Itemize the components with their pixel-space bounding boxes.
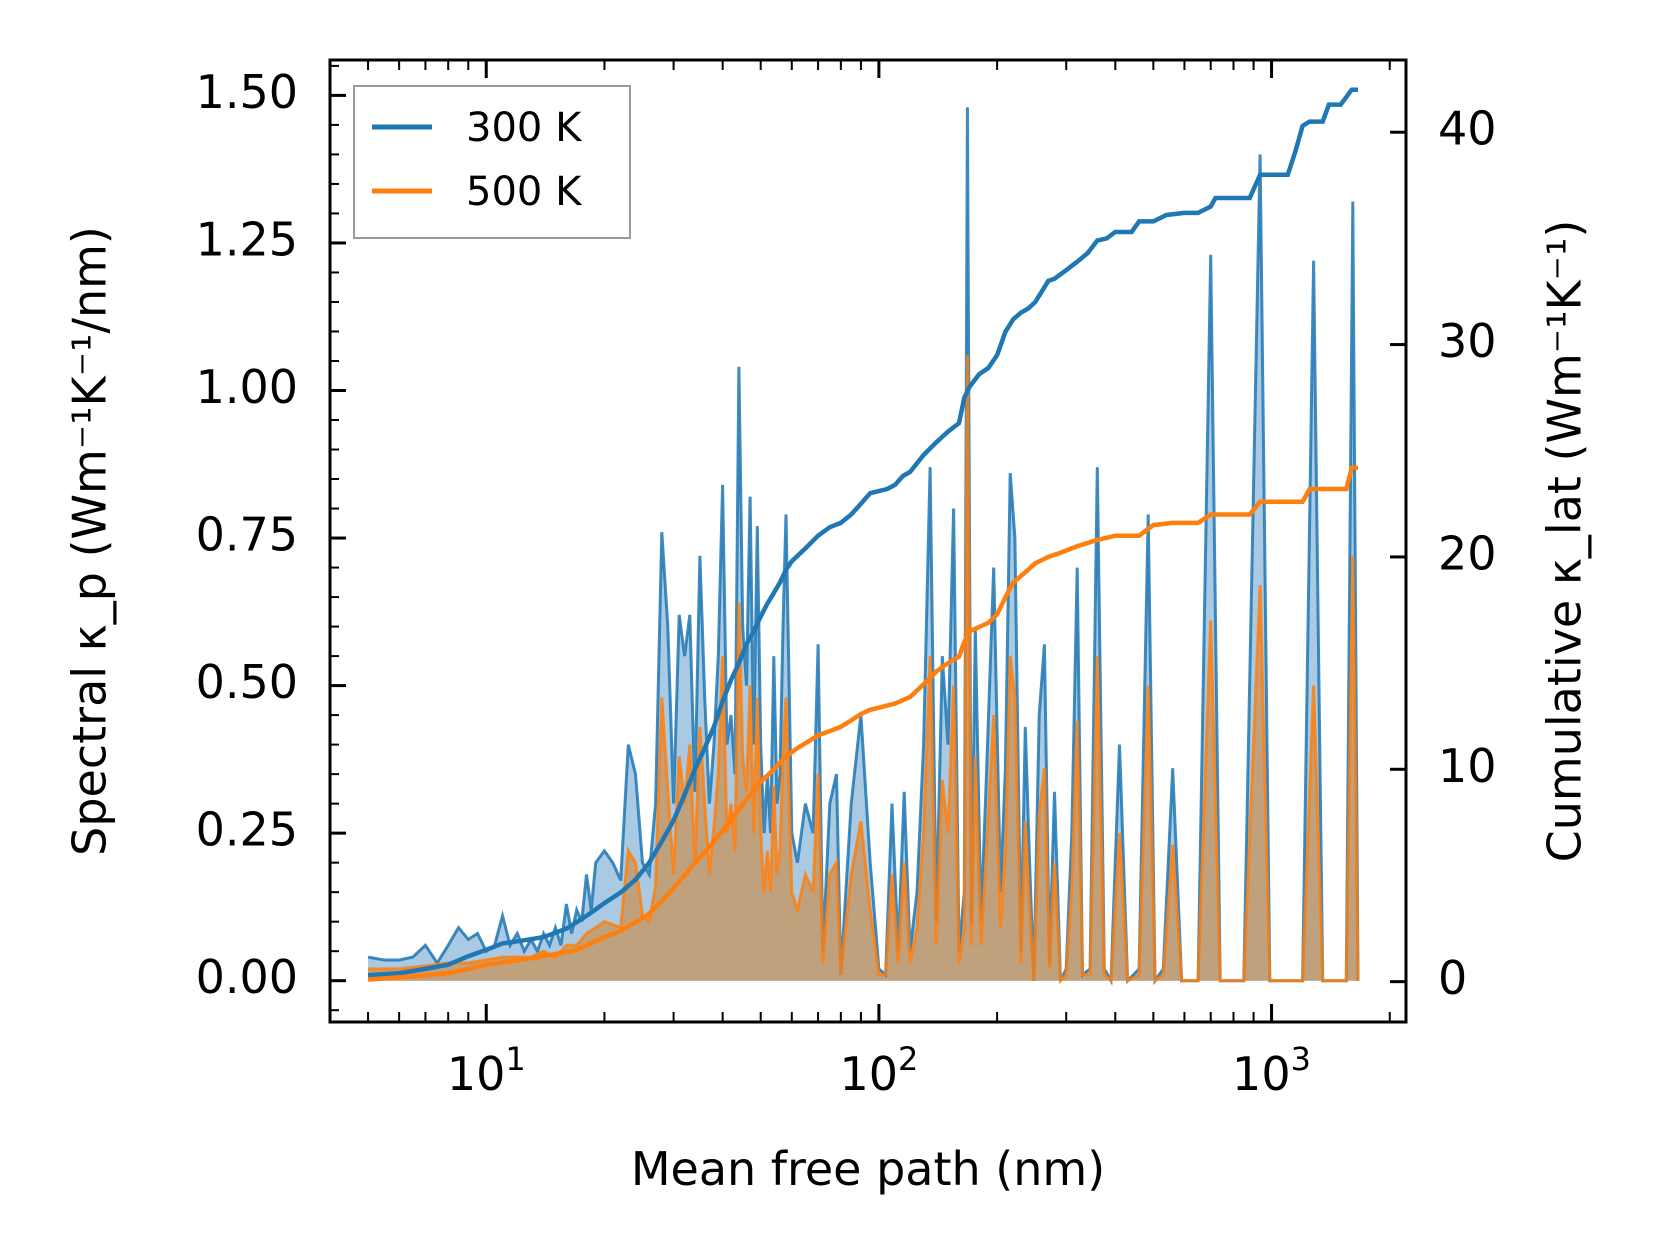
- left-y-tick-label: 0.50: [196, 655, 298, 709]
- right-y-tick-label: 10: [1438, 739, 1497, 793]
- spectral-500k-line: [368, 355, 1360, 985]
- right-y-tick-label: 20: [1438, 526, 1497, 580]
- cumulative-300k-line: [367, 87, 1358, 978]
- left-y-tick-label: 1.00: [196, 360, 298, 414]
- right-y-tick-label: 0: [1438, 951, 1467, 1005]
- plot-area: [367, 87, 1360, 987]
- right-y-tick-label: 40: [1438, 102, 1497, 156]
- plot-frame: [328, 58, 1408, 1024]
- left-y-tick-label: 1.25: [196, 213, 298, 267]
- left-y-tick-label: 0.00: [196, 950, 298, 1004]
- left-y-tick-label: 0.25: [196, 803, 298, 857]
- left-y-tick-labels: 0.00 0.25 0.50 0.75 1.00 1.25 1.50: [196, 65, 298, 1004]
- legend: 300 K 500 K: [353, 85, 631, 239]
- cumulative-500k-line: [367, 465, 1358, 982]
- x-tick-label: 101: [447, 1040, 526, 1101]
- x-tick-label: 103: [1232, 1040, 1311, 1101]
- right-y-tick-labels: 0 10 20 30 40: [1438, 102, 1497, 1006]
- x-axis-label: Mean free path (nm): [631, 1142, 1105, 1196]
- left-y-tick-label: 1.50: [196, 65, 298, 119]
- x-tick-labels: 101 102 103: [447, 1040, 1311, 1101]
- left-y-tick-label: 0.75: [196, 508, 298, 562]
- right-y-tick-label: 30: [1438, 314, 1497, 368]
- right-y-axis-label: Cumulative κ_lat (Wm⁻¹K⁻¹): [1538, 220, 1592, 863]
- legend-box: [353, 85, 631, 239]
- legend-label-500k: 500 K: [466, 169, 583, 215]
- axis-ticks: [329, 60, 1406, 1022]
- x-tick-label: 102: [839, 1040, 918, 1101]
- left-y-axis-label: Spectral κ_p (Wm⁻¹K⁻¹/nm): [63, 226, 117, 856]
- legend-label-300k: 300 K: [466, 105, 583, 151]
